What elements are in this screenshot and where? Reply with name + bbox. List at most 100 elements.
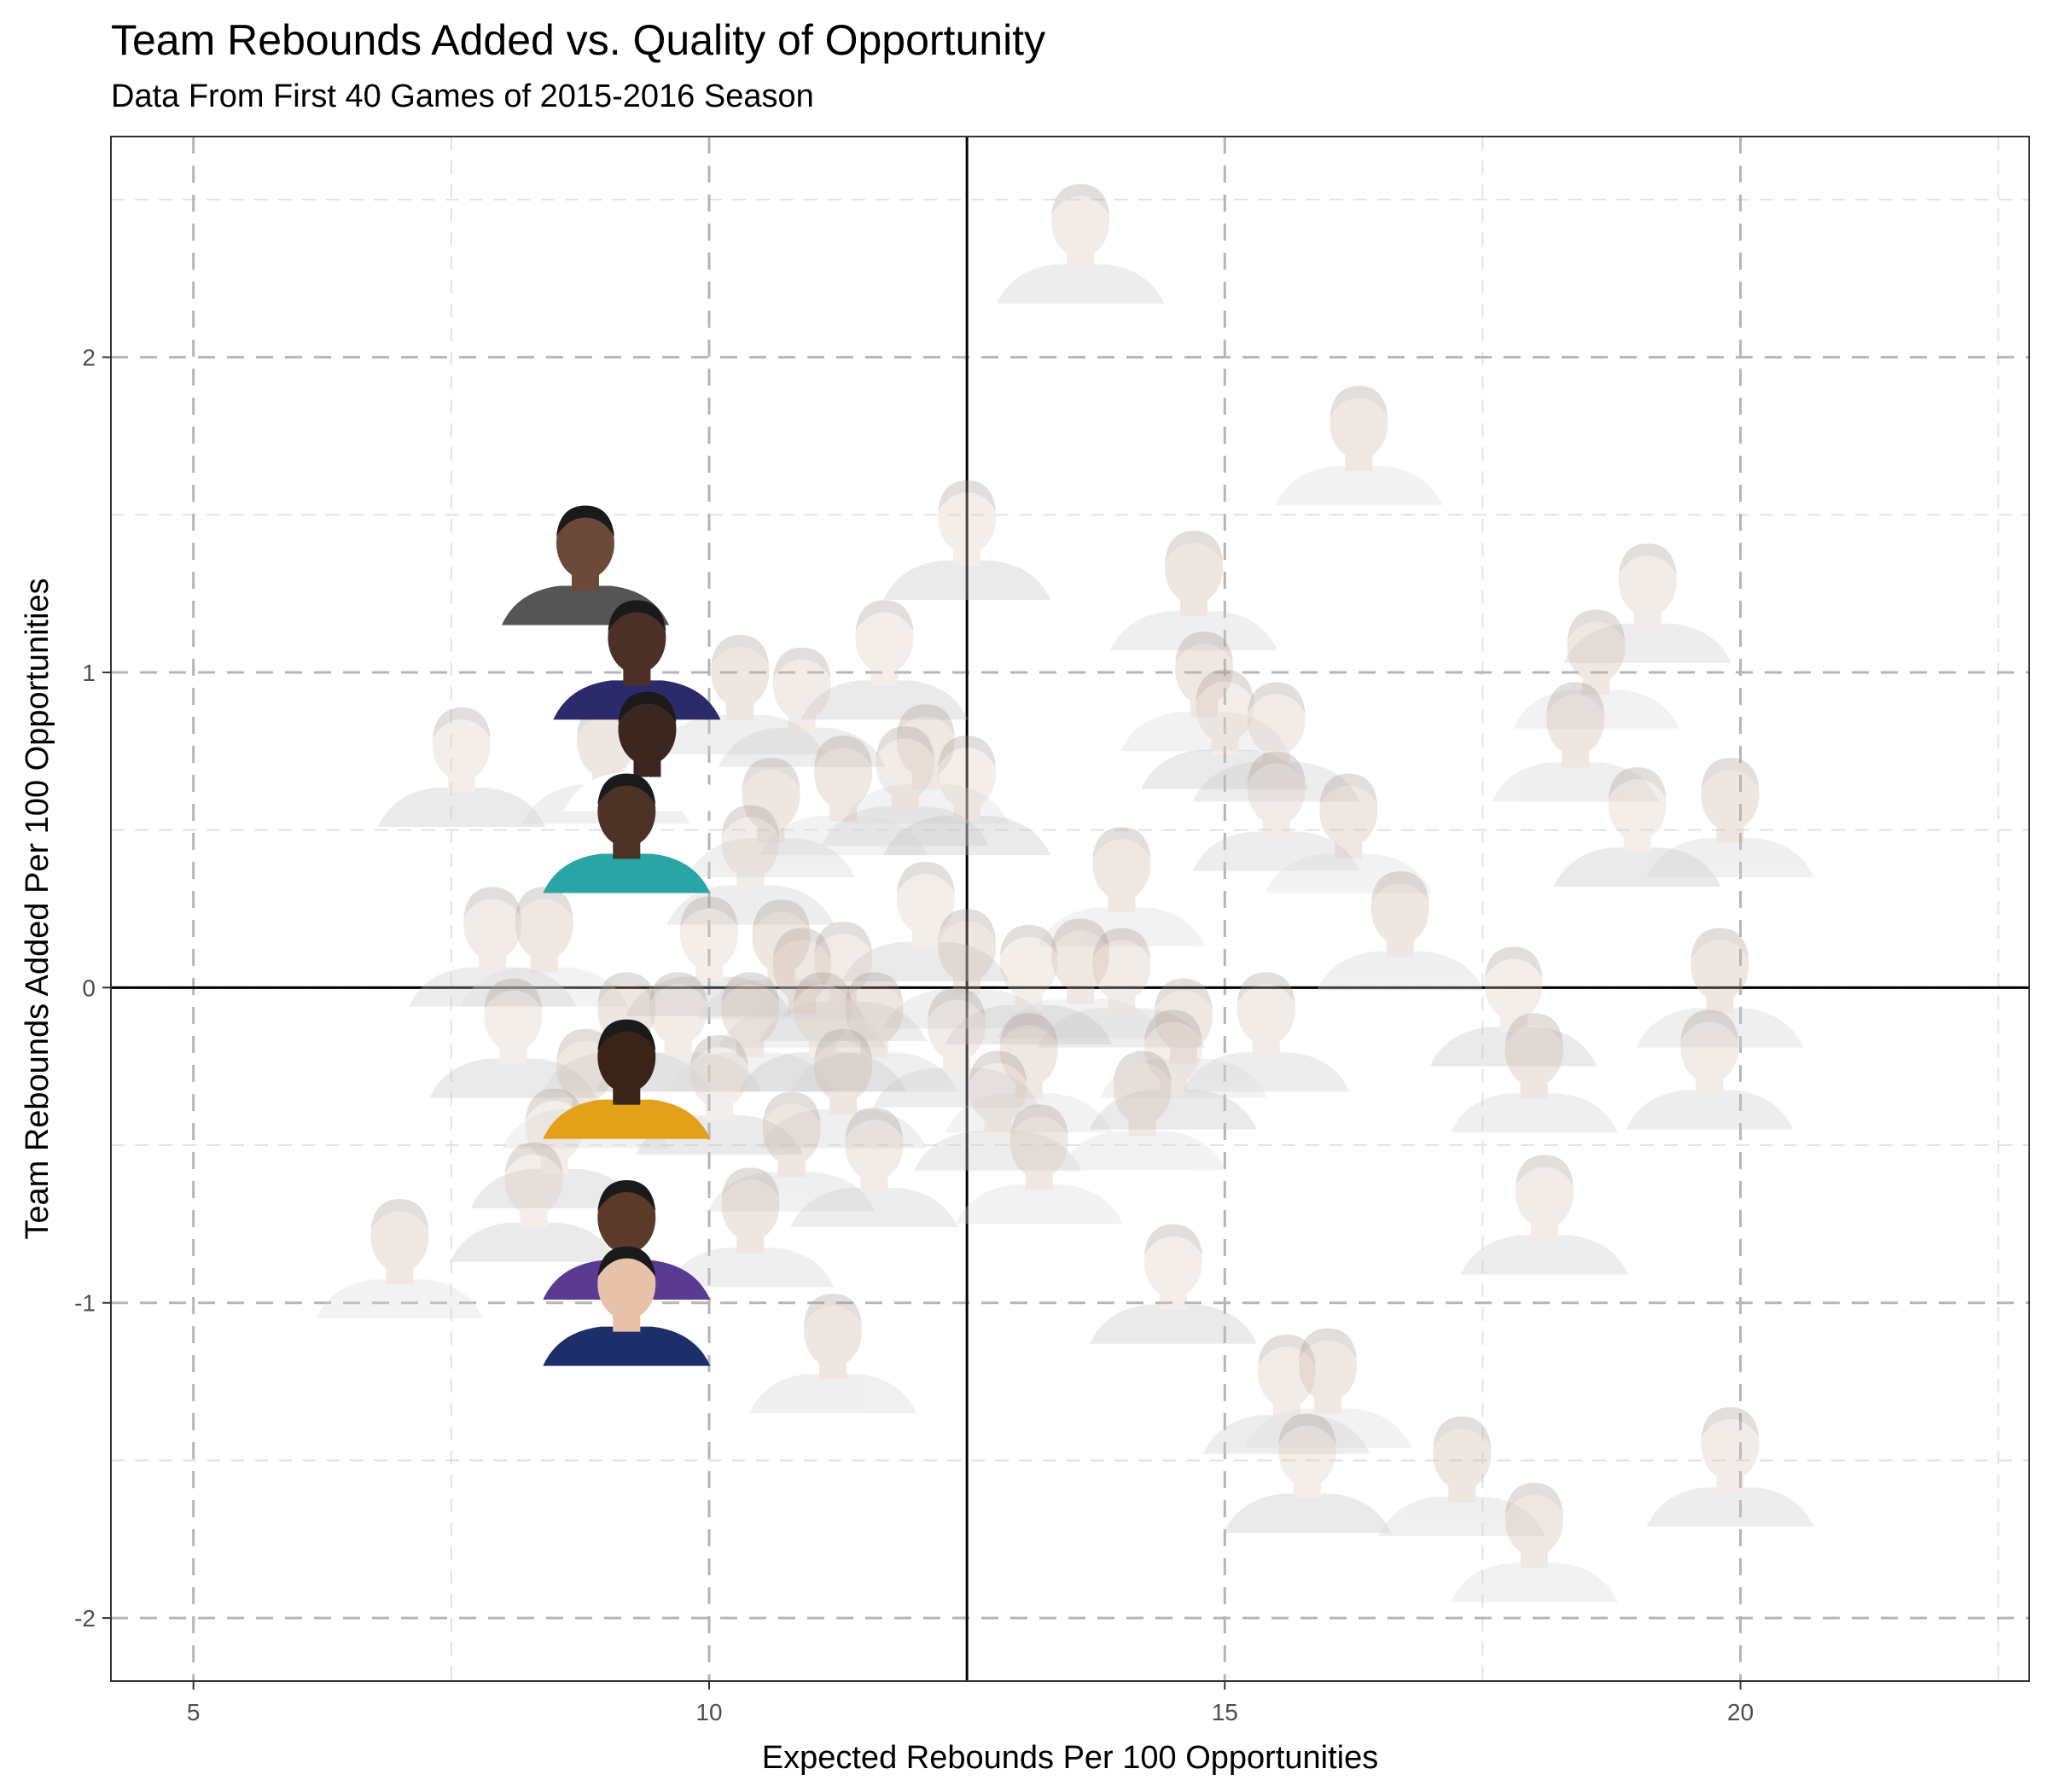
player-hair — [484, 978, 543, 1009]
player-head — [814, 1030, 873, 1103]
player-hair — [1567, 609, 1626, 641]
player-neck — [1015, 991, 1043, 1010]
player-neck — [1272, 1401, 1300, 1421]
player-head — [928, 989, 986, 1062]
player-head — [814, 737, 873, 810]
player-neck — [1448, 1483, 1476, 1503]
player-head — [1257, 1336, 1316, 1409]
player-hair — [649, 972, 707, 1004]
player-hair — [608, 600, 666, 631]
player-head — [1567, 611, 1626, 684]
player-neck — [499, 1044, 527, 1064]
player-neck — [540, 1155, 568, 1174]
data-point — [1553, 767, 1721, 887]
data-point — [666, 1167, 835, 1288]
player-jersey — [841, 941, 1009, 981]
player-jersey — [883, 989, 1051, 1029]
player-hair — [1484, 946, 1543, 978]
data-point — [656, 634, 824, 754]
player-head — [1319, 775, 1378, 847]
player-hair — [938, 909, 997, 940]
player-jersey — [1512, 689, 1680, 730]
player-jersey — [316, 1279, 484, 1319]
player-head — [432, 708, 491, 781]
player-jersey — [1450, 1562, 1618, 1603]
player-jersey — [470, 1168, 638, 1208]
player-head — [463, 888, 522, 961]
player-neck — [1159, 1290, 1187, 1310]
player-head — [804, 1295, 863, 1367]
player-head — [1009, 1106, 1068, 1178]
player-jersey — [1429, 1027, 1597, 1067]
data-point — [1646, 1406, 1814, 1527]
player-hair — [1690, 928, 1749, 959]
player-jersey — [955, 1184, 1123, 1225]
player-hair — [1608, 767, 1667, 799]
player-hair — [1051, 918, 1110, 950]
player-neck — [1706, 994, 1734, 1014]
player-jersey — [1460, 1235, 1628, 1275]
player-hair — [845, 1108, 904, 1139]
player-neck — [1015, 1079, 1043, 1099]
player-jersey — [841, 784, 1009, 824]
chart-title: Team Rebounds Added vs. Quality of Oppor… — [111, 16, 1046, 64]
x-axis-title: Expected Rebounds Per 100 Opportunities — [762, 1740, 1378, 1776]
player-head — [762, 1093, 821, 1166]
data-point — [1141, 669, 1309, 789]
player-jersey — [707, 1172, 876, 1212]
player-hair — [1143, 1224, 1202, 1255]
player-jersey — [409, 967, 577, 1007]
player-jersey — [1646, 838, 1814, 878]
y-tick-label: -1 — [74, 1290, 96, 1317]
player-hair — [845, 972, 904, 1004]
player-head — [690, 1037, 749, 1109]
player-jersey — [821, 806, 989, 847]
y-axis-title: Team Rebounds Added Per 100 Opportunitie… — [20, 578, 55, 1239]
player-neck — [1520, 1079, 1548, 1099]
player-neck — [891, 793, 919, 812]
player-neck — [726, 701, 754, 720]
player-neck — [808, 1039, 836, 1058]
player-neck — [520, 1208, 548, 1228]
player-hair — [597, 1246, 656, 1277]
data-point — [759, 1028, 928, 1149]
player-neck — [788, 713, 816, 733]
player-hair — [1504, 1013, 1563, 1044]
player-jersey — [687, 838, 855, 878]
player-hair — [679, 896, 738, 928]
y-tick-label: -2 — [74, 1605, 96, 1632]
player-neck — [1293, 1480, 1321, 1499]
data-point — [945, 924, 1113, 1044]
player-neck — [1530, 1221, 1558, 1241]
player-jersey — [914, 1131, 1082, 1171]
player-jersey — [1275, 466, 1443, 506]
data-point — [800, 600, 969, 720]
player-hair — [721, 1167, 780, 1199]
player-jersey — [800, 680, 969, 720]
player-head — [597, 1248, 656, 1320]
data-point — [377, 707, 545, 827]
player-jersey — [759, 816, 928, 856]
player-jersey — [1636, 1008, 1804, 1048]
player-head — [896, 706, 955, 778]
data-point — [873, 987, 1041, 1108]
x-tick-label: 5 — [187, 1699, 201, 1725]
player-jersey — [377, 787, 545, 827]
player-head — [1299, 1329, 1358, 1402]
player-head — [1113, 1052, 1172, 1125]
data-point — [1120, 631, 1289, 752]
player-neck — [695, 963, 723, 982]
player-head — [1484, 948, 1543, 1021]
player-jersey — [790, 1052, 958, 1092]
data-point — [759, 736, 928, 856]
player-hair — [1546, 682, 1605, 713]
player-neck — [870, 666, 899, 686]
player-hair — [721, 805, 780, 836]
player-hair — [772, 647, 831, 678]
data-point — [790, 1108, 958, 1228]
player-hair — [1196, 669, 1254, 701]
player-hair — [1701, 1406, 1760, 1438]
data-point — [1646, 758, 1814, 878]
data-point — [409, 887, 577, 1007]
